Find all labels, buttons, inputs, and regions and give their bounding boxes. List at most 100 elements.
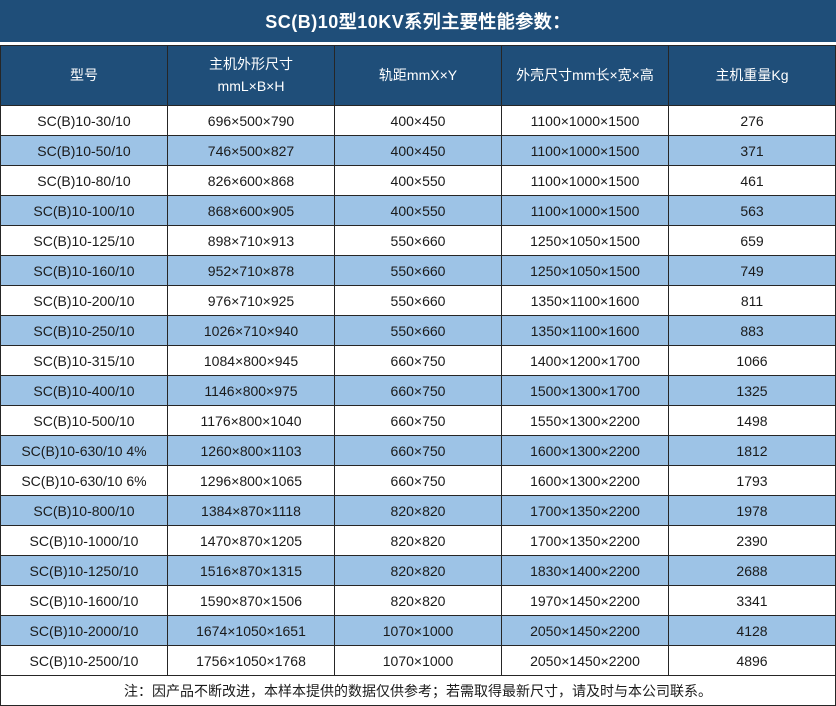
table-cell: 898×710×913 [167, 225, 335, 256]
table-cell: 1250×1050×1500 [501, 255, 669, 286]
table-cell: 1350×1100×1600 [501, 315, 669, 346]
col-header-shell-size: 外壳尺寸mm长×宽×高 [501, 45, 669, 106]
table-cell: 4128 [668, 615, 836, 646]
table-cell: 400×550 [334, 195, 502, 226]
table-cell: 976×710×925 [167, 285, 335, 316]
table-cell: 659 [668, 225, 836, 256]
table-cell: 1516×870×1315 [167, 555, 335, 586]
table-cell: 1384×870×1118 [167, 495, 335, 526]
table-cell: 4896 [668, 645, 836, 676]
table-cell: 371 [668, 135, 836, 166]
table-row: SC(B)10-125/10 898×710×913 550×660 1250×105… [0, 225, 836, 256]
table-cell: 1600×1300×2200 [501, 435, 669, 466]
table-cell: SC(B)10-315/10 [0, 345, 168, 376]
table-cell: 400×450 [334, 105, 502, 136]
table-cell: SC(B)10-1600/10 [0, 585, 168, 616]
table-cell: 826×600×868 [167, 165, 335, 196]
table-header: 型号 主机外形尺寸 mmL×B×H 轨距mmX×Y 外壳尺寸mm长×宽×高 主机… [0, 45, 836, 106]
table-cell: 746×500×827 [167, 135, 335, 166]
table-cell: 1146×800×975 [167, 375, 335, 406]
table-cell: 1350×1100×1600 [501, 285, 669, 316]
table-cell: 2050×1450×2200 [501, 645, 669, 676]
table-cell: SC(B)10-30/10 [0, 105, 168, 136]
table-cell: 820×820 [334, 495, 502, 526]
table-cell: 1978 [668, 495, 836, 526]
table-cell: 1830×1400×2200 [501, 555, 669, 586]
table-row: SC(B)10-500/10 1176×800×1040 660×750 1550×1… [0, 405, 836, 436]
table-cell: 1026×710×940 [167, 315, 335, 346]
table-cell: 1700×1350×2200 [501, 525, 669, 556]
table-cell: 563 [668, 195, 836, 226]
col-header-model: 型号 [0, 45, 168, 106]
table-cell: SC(B)10-250/10 [0, 315, 168, 346]
table-cell: 1470×870×1205 [167, 525, 335, 556]
table-body: SC(B)10-30/10 696×500×790 400×450 1100×1000… [0, 105, 836, 676]
table-cell: SC(B)10-80/10 [0, 165, 168, 196]
table-cell: 1084×800×945 [167, 345, 335, 376]
table-cell: 952×710×878 [167, 255, 335, 286]
table-cell: 550×660 [334, 225, 502, 256]
table-cell: 276 [668, 105, 836, 136]
table-cell: 1812 [668, 435, 836, 466]
table-cell: 400×450 [334, 135, 502, 166]
table-cell: 696×500×790 [167, 105, 335, 136]
table-cell: 1970×1450×2200 [501, 585, 669, 616]
table-cell: 550×660 [334, 315, 502, 346]
table-row: SC(B)10-50/10 746×500×827 400×450 1100×1000… [0, 135, 836, 166]
table-cell: SC(B)10-2000/10 [0, 615, 168, 646]
table-cell: 1325 [668, 375, 836, 406]
table-cell: 883 [668, 315, 836, 346]
table-row: SC(B)10-800/10 1384×870×1118 820×820 1700×1… [0, 495, 836, 526]
table-cell: 1590×870×1506 [167, 585, 335, 616]
table-cell: 1100×1000×1500 [501, 195, 669, 226]
footnote: 注：因产品不断改进，本样本提供的数据仅供参考；若需取得最新尺寸，请及时与本公司联… [0, 675, 836, 706]
table-cell: 820×820 [334, 585, 502, 616]
table-cell: 1066 [668, 345, 836, 376]
table-cell: SC(B)10-2500/10 [0, 645, 168, 676]
table-row: SC(B)10-30/10 696×500×790 400×450 1100×1000… [0, 105, 836, 136]
table-row: SC(B)10-80/10 826×600×868 400×550 1100×1000… [0, 165, 836, 196]
table-cell: 2050×1450×2200 [501, 615, 669, 646]
table-cell: 1296×800×1065 [167, 465, 335, 496]
table-row: SC(B)10-200/10 976×710×925 550×660 1350×110… [0, 285, 836, 316]
table-cell: 660×750 [334, 435, 502, 466]
table-cell: 660×750 [334, 345, 502, 376]
table-row: SC(B)10-630/10 4% 1260×800×1103 660×750 160… [0, 435, 836, 466]
table-cell: 660×750 [334, 405, 502, 436]
table-cell: 1070×1000 [334, 615, 502, 646]
table-row: SC(B)10-630/10 6% 1296×800×1065 660×750 160… [0, 465, 836, 496]
table-row: SC(B)10-100/10 868×600×905 400×550 1100×100… [0, 195, 836, 226]
col-header-weight: 主机重量Kg [668, 45, 836, 106]
table-row: SC(B)10-2500/10 1756×1050×1768 1070×1000 20… [0, 645, 836, 676]
table-cell: 1260×800×1103 [167, 435, 335, 466]
table-row: SC(B)10-315/10 1084×800×945 660×750 1400×12… [0, 345, 836, 376]
table-cell: 3341 [668, 585, 836, 616]
col-header-main-dimensions: 主机外形尺寸 mmL×B×H [167, 45, 335, 106]
table-row: SC(B)10-160/10 952×710×878 550×660 1250×105… [0, 255, 836, 286]
table-cell: 461 [668, 165, 836, 196]
table-cell: 1498 [668, 405, 836, 436]
spec-table: 型号 主机外形尺寸 mmL×B×H 轨距mmX×Y 外壳尺寸mm长×宽×高 主机… [0, 45, 836, 706]
table-row: SC(B)10-1600/10 1590×870×1506 820×820 1970×… [0, 585, 836, 616]
table-cell: SC(B)10-160/10 [0, 255, 168, 286]
page-title: SC(B)10型10KV系列主要性能参数： [0, 0, 836, 42]
table-cell: 1600×1300×2200 [501, 465, 669, 496]
table-row: SC(B)10-400/10 1146×800×975 660×750 1500×13… [0, 375, 836, 406]
table-cell: 1100×1000×1500 [501, 105, 669, 136]
table-cell: 1100×1000×1500 [501, 135, 669, 166]
table-cell: 820×820 [334, 555, 502, 586]
table-cell: 749 [668, 255, 836, 286]
table-cell: SC(B)10-50/10 [0, 135, 168, 166]
table-cell: 1500×1300×1700 [501, 375, 669, 406]
table-cell: 1793 [668, 465, 836, 496]
table-cell: 2390 [668, 525, 836, 556]
table-cell: 1250×1050×1500 [501, 225, 669, 256]
table-cell: SC(B)10-400/10 [0, 375, 168, 406]
table-cell: SC(B)10-1250/10 [0, 555, 168, 586]
table-cell: SC(B)10-630/10 4% [0, 435, 168, 466]
table-row: SC(B)10-1000/10 1470×870×1205 820×820 1700×… [0, 525, 836, 556]
table-cell: 550×660 [334, 255, 502, 286]
table-row: SC(B)10-1250/10 1516×870×1315 820×820 1830×… [0, 555, 836, 586]
table-row: SC(B)10-250/10 1026×710×940 550×660 1350×11… [0, 315, 836, 346]
